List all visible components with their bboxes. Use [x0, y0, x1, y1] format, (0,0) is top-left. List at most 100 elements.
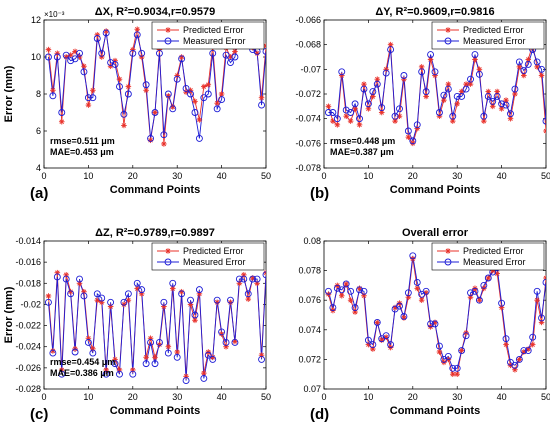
measured-point	[191, 311, 199, 319]
measured-point	[240, 275, 248, 283]
x-axis-label: Command Points	[390, 184, 480, 196]
predicted-point	[507, 115, 514, 122]
measured-point	[142, 81, 150, 89]
predicted-point	[418, 297, 425, 303]
measured-point	[453, 93, 461, 100]
legend-item-predicted: Predicted Error	[157, 246, 244, 256]
predicted-point	[143, 354, 149, 361]
predicted-point	[414, 285, 421, 292]
measured-point	[169, 279, 177, 287]
measured-point	[427, 51, 435, 58]
measured-point	[120, 298, 128, 306]
legend-label: Measured Error	[183, 257, 246, 267]
y-tick-label: -0.026	[15, 363, 41, 373]
measured-point	[147, 339, 155, 346]
predicted-point	[481, 118, 487, 124]
measured-point	[262, 48, 266, 55]
measured-point	[462, 332, 470, 340]
legend-label: Predicted Error	[183, 246, 244, 256]
measured-point	[173, 75, 181, 83]
measured-point	[533, 287, 541, 295]
panel-c: 0 10 20 30 40 50 -0.028 -0.026 -0.024 -0.022 -0.02…	[3, 227, 271, 423]
predicted-point	[152, 109, 158, 116]
y-tick-label: 0.078	[298, 266, 321, 276]
x-tick-label: 10	[83, 171, 93, 181]
predicted-point	[85, 102, 92, 108]
measured-point	[209, 355, 217, 363]
predicted-point	[325, 103, 332, 110]
x-axis-label: Command Points	[110, 405, 200, 417]
measured-point	[404, 127, 412, 135]
y-tick-label: 12	[31, 15, 41, 25]
measured-point	[53, 53, 61, 61]
measured-point	[89, 349, 97, 357]
measured-point	[107, 298, 115, 306]
measured-point	[89, 94, 97, 102]
legend-item-predicted: Predicted Error	[437, 25, 524, 35]
measured-point	[360, 85, 368, 93]
predicted-point	[81, 63, 87, 70]
measured-point	[160, 298, 168, 306]
predicted-point	[543, 128, 546, 134]
measured-point	[347, 287, 355, 295]
measured-point	[387, 341, 395, 349]
measured-point	[444, 352, 452, 360]
measured-point	[124, 290, 132, 298]
measured-point	[489, 97, 497, 105]
data-layer	[324, 252, 546, 377]
predicted-point	[338, 292, 345, 299]
measured-point	[164, 349, 172, 357]
measured-point	[324, 109, 332, 116]
panel-label: (d)	[310, 406, 329, 423]
x-tick-label: 0	[321, 171, 326, 181]
measured-point	[444, 85, 452, 93]
measured-point	[116, 370, 123, 378]
predicted-point	[343, 113, 349, 119]
measured-point	[413, 121, 421, 129]
measured-point	[449, 112, 457, 120]
predicted-point	[258, 94, 265, 101]
x-tick-label: 10	[363, 392, 373, 402]
y-tick-label: -0.016	[15, 257, 41, 267]
measured-point	[373, 80, 381, 88]
y-tick-label: -0.022	[15, 321, 41, 331]
measured-point	[195, 286, 203, 294]
predicted-point	[454, 101, 460, 107]
measured-point	[475, 296, 483, 304]
measured-point	[400, 72, 408, 79]
predicted-point	[534, 297, 540, 303]
measured-point	[138, 49, 146, 57]
y-axis-exponent: ×10⁻³	[44, 10, 65, 19]
measured-point	[475, 70, 483, 78]
measured-point	[333, 115, 341, 123]
measured-point	[364, 336, 372, 344]
legend-label: Measured Error	[463, 36, 526, 46]
predicted-point	[232, 48, 238, 55]
predicted-point	[347, 297, 354, 303]
measured-point	[231, 53, 239, 61]
measured-point	[356, 115, 363, 123]
measured-point	[116, 83, 123, 91]
measured-point	[200, 94, 208, 102]
measured-point	[409, 252, 417, 260]
x-tick-label: 10	[363, 171, 373, 181]
legend-item-measured: Measured Error	[157, 257, 246, 267]
measured-point	[204, 351, 212, 359]
predicted-point	[152, 354, 158, 361]
x-tick-label: 40	[217, 171, 227, 181]
stat-mae: MAE=0.386 μm	[50, 368, 114, 378]
chart-title: ΔY, R²=0.9609,r=0.9816	[375, 6, 494, 18]
measured-point	[329, 304, 337, 312]
measured-point	[533, 58, 541, 66]
panel-label: (b)	[310, 185, 329, 202]
measured-point	[62, 275, 70, 283]
measured-point	[409, 137, 417, 145]
measured-point	[453, 364, 461, 372]
measured-point	[213, 296, 221, 304]
measured-point	[71, 55, 79, 63]
measured-point	[351, 304, 359, 312]
measured-point	[76, 275, 83, 283]
y-tick-label: 0.07	[303, 384, 321, 394]
